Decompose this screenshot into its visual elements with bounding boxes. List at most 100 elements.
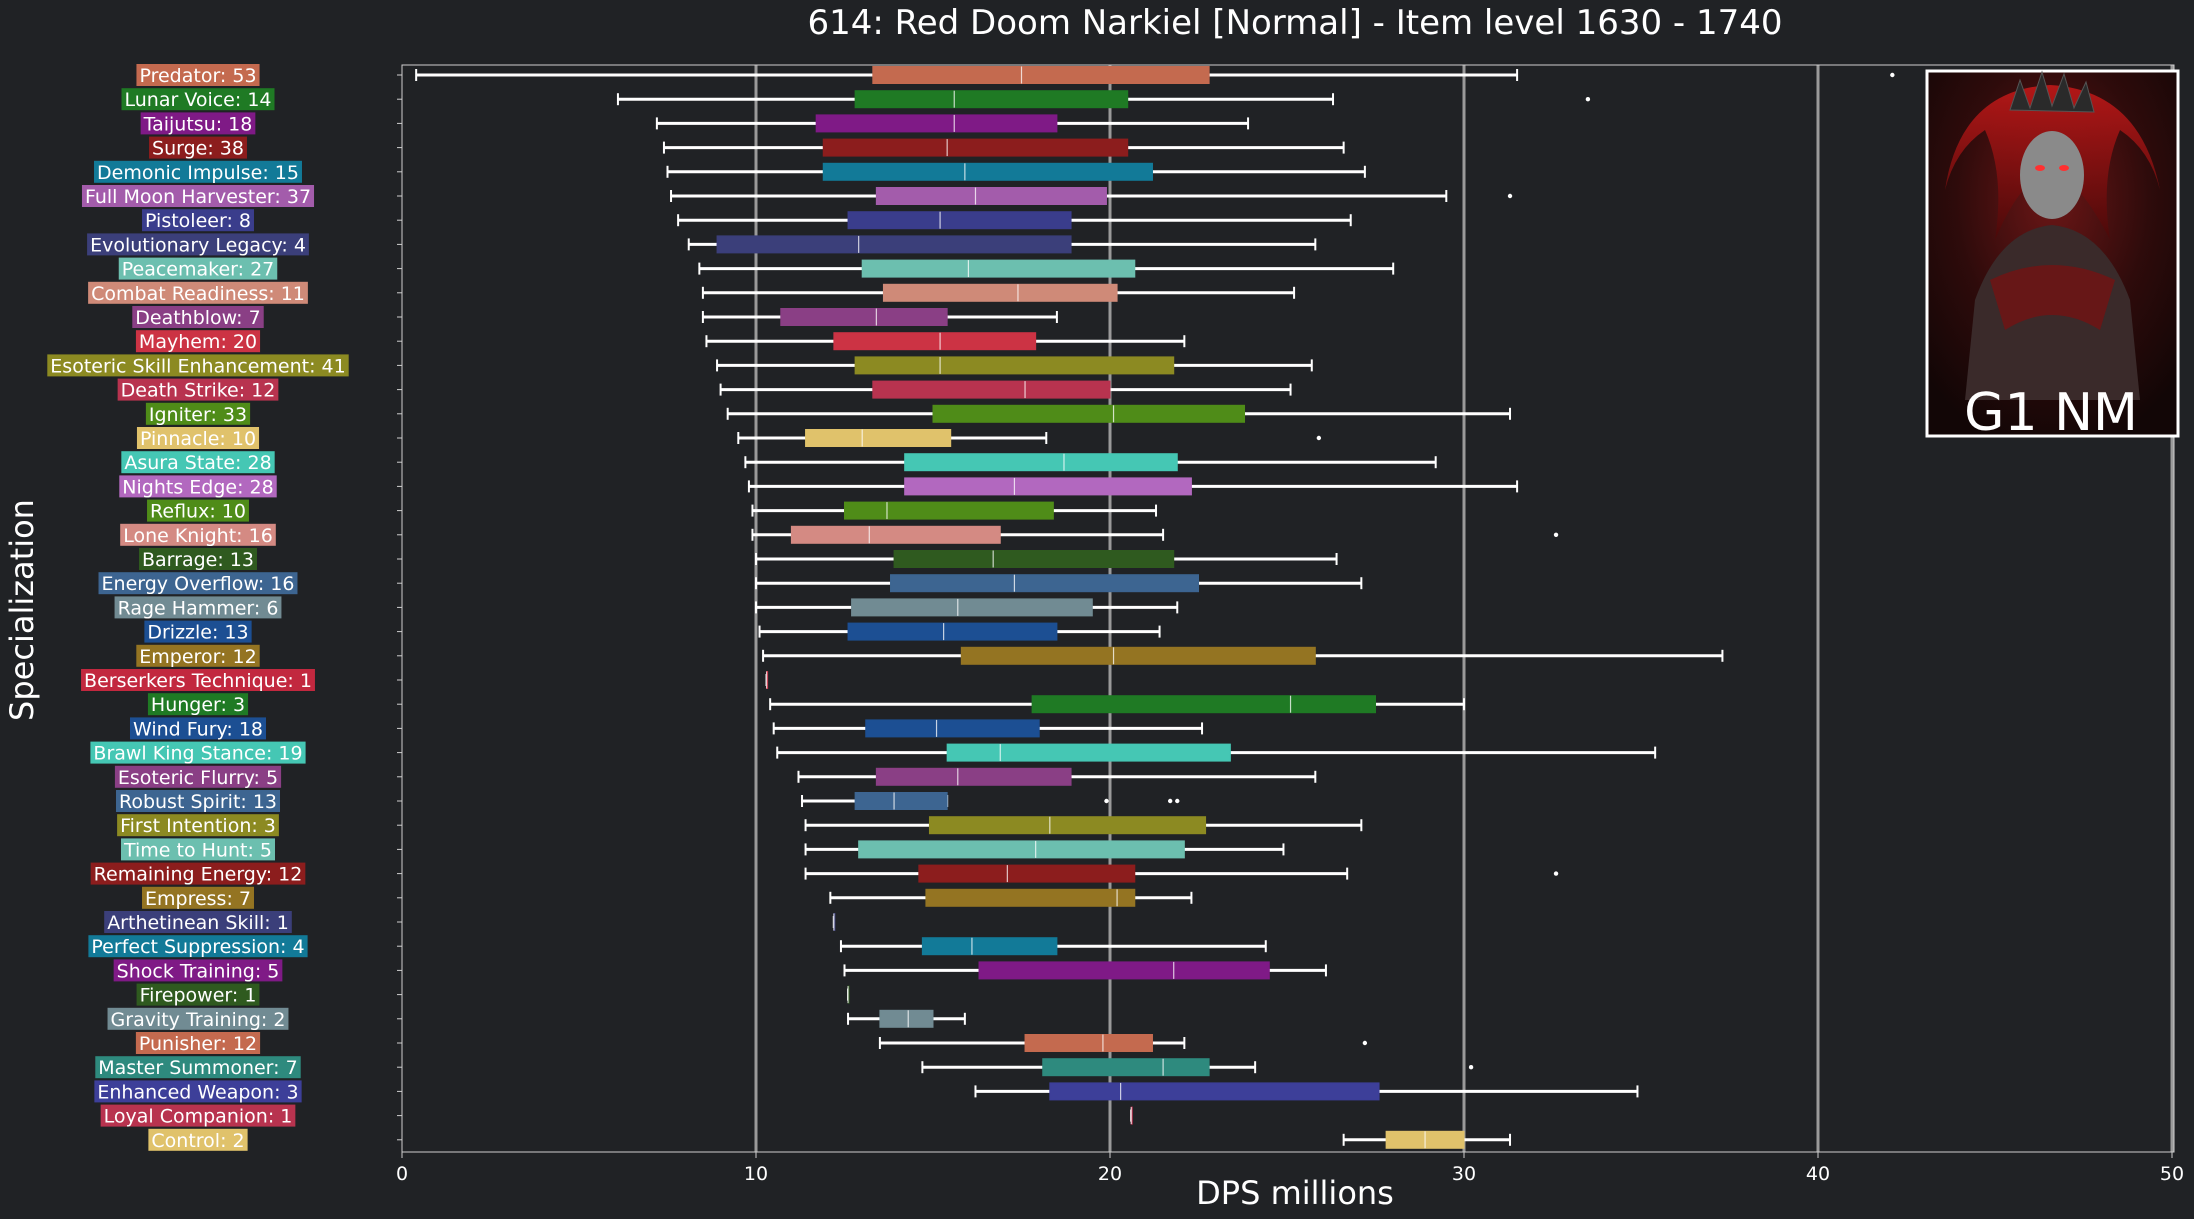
box-6 — [677, 211, 1352, 230]
category-label-bg-23 — [144, 620, 252, 643]
iqr-box-30 — [854, 792, 948, 810]
box-36 — [839, 937, 1267, 956]
category-label-39: Gravity Training: 2 — [111, 1009, 286, 1031]
iqr-box-20 — [893, 550, 1175, 568]
x-tick-label-4: 40 — [1806, 1163, 1830, 1185]
iqr-box-42 — [1049, 1082, 1380, 1101]
category-label-27: Wind Fury: 18 — [133, 718, 263, 740]
box-14 — [726, 404, 1512, 423]
iqr-box-7 — [716, 235, 1072, 254]
category-label-bg-41 — [95, 1056, 301, 1079]
box-3 — [662, 138, 1345, 157]
y-tick-label-38: Firepower: 1 — [136, 983, 260, 1007]
iqr-box-16 — [904, 453, 1178, 472]
y-tick-label-41: Master Summoner: 7 — [95, 1056, 301, 1079]
category-label-2: Taijutsu: 18 — [143, 113, 253, 135]
y-tick-label-15: Pinnacle: 10 — [136, 427, 260, 450]
x-tick-label-0: 0 — [396, 1163, 408, 1185]
iqr-box-36 — [921, 937, 1058, 956]
box-27 — [772, 719, 1204, 738]
iqr-box-9 — [882, 283, 1118, 302]
y-tick-label-27: Wind Fury: 18 — [129, 717, 267, 740]
category-label-bg-6 — [142, 209, 254, 232]
y-tick-label-3: Surge: 38 — [149, 136, 247, 160]
category-label-1: Lunar Voice: 14 — [124, 89, 271, 111]
y-tick-label-26: Hunger: 3 — [147, 693, 249, 716]
iqr-box-8 — [861, 259, 1136, 278]
iqr-box-22 — [851, 598, 1093, 617]
box-7 — [687, 235, 1317, 254]
category-label-44: Control: 2 — [151, 1130, 244, 1152]
category-label-bg-33 — [90, 862, 306, 885]
box-39 — [847, 1009, 966, 1028]
y-tick-label-32: Time to Hunt: 5 — [120, 838, 276, 861]
y-tick-label-34: Empress: 7 — [142, 886, 254, 910]
category-label-bg-27 — [129, 717, 267, 740]
category-label-bg-25 — [81, 669, 315, 691]
outlier-40-0 — [1362, 1040, 1368, 1046]
y-tick-label-1: Lunar Voice: 14 — [121, 88, 275, 111]
category-label-11: Mayhem: 20 — [139, 331, 257, 353]
iqr-box-23 — [847, 622, 1058, 641]
outlier-30-0 — [1104, 798, 1109, 804]
box-31 — [804, 816, 1363, 835]
outlier-5-0 — [1507, 193, 1513, 199]
category-label-bg-26 — [147, 693, 249, 716]
category-label-bg-22 — [114, 596, 282, 619]
category-label-37: Shock Training: 5 — [117, 960, 280, 982]
box-42 — [974, 1082, 1639, 1101]
y-tick-label-7: Evolutionary Legacy: 4 — [87, 233, 309, 256]
x-tick-label-1: 10 — [744, 1163, 768, 1185]
iqr-box-0 — [872, 66, 1210, 84]
category-label-25: Berserkers Technique: 1 — [84, 670, 312, 692]
x-tick-labels: 0 10 20 30 40 50 — [396, 1152, 2184, 1185]
box-24 — [762, 646, 1724, 665]
category-label-17: Nights Edge: 28 — [122, 476, 273, 498]
iqr-box-1 — [854, 90, 1129, 109]
iqr-box-34 — [925, 888, 1136, 907]
category-label-24: Emperor: 12 — [139, 646, 256, 668]
category-label-bg-7 — [87, 233, 309, 256]
iqr-box-37 — [978, 961, 1270, 980]
y-tick-label-0: Predator: 53 — [136, 64, 260, 87]
plot-frame — [401, 64, 2175, 1153]
iqr-box-32 — [858, 840, 1185, 859]
iqr-box-19 — [790, 525, 1001, 544]
iqr-box-2 — [815, 114, 1058, 133]
y-tick-label-11: Mayhem: 20 — [135, 330, 261, 353]
category-label-bg-13 — [117, 378, 279, 401]
category-label-14: Igniter: 33 — [149, 404, 247, 426]
outlier-33-0 — [1553, 871, 1559, 876]
y-tick-label-39: Gravity Training: 2 — [107, 1007, 289, 1031]
category-label-bg-30 — [115, 790, 281, 812]
box-41 — [921, 1058, 1474, 1077]
iqr-box-11 — [833, 332, 1037, 351]
box-11 — [705, 332, 1186, 351]
outlier-30-1 — [1167, 798, 1173, 804]
category-label-bg-15 — [136, 427, 260, 449]
y-tick-label-40: Punisher: 12 — [135, 1032, 261, 1055]
box-12 — [716, 356, 1313, 375]
portrait-badge: G1 NM — [1964, 383, 2138, 443]
category-label-22: Rage Hammer: 6 — [118, 597, 279, 619]
iqr-box-17 — [904, 477, 1192, 496]
y-tick-label-17: Nights Edge: 28 — [119, 475, 277, 498]
box-series — [415, 66, 1895, 1149]
box-16 — [744, 453, 1437, 472]
y-tick-label-29: Esoteric Flurry: 5 — [114, 765, 282, 789]
box-17 — [747, 477, 1519, 496]
category-label-43: Loyal Companion: 1 — [104, 1106, 293, 1128]
category-label-3: Surge: 38 — [152, 138, 244, 160]
box-43 — [1130, 1106, 1133, 1125]
box-10 — [701, 308, 1058, 326]
box-23 — [758, 622, 1161, 641]
box-8 — [698, 259, 1395, 278]
category-label-21: Energy Overflow: 16 — [102, 573, 295, 595]
box-30 — [801, 792, 1180, 810]
y-tick-label-8: Peacemaker: 27 — [118, 257, 278, 281]
category-label-bg-18 — [147, 499, 249, 522]
category-label-20: Barrage: 13 — [142, 549, 254, 571]
iqr-box-26 — [1031, 695, 1376, 714]
y-tick-label-12: Esoteric Skill Enhancement: 41 — [47, 354, 349, 377]
